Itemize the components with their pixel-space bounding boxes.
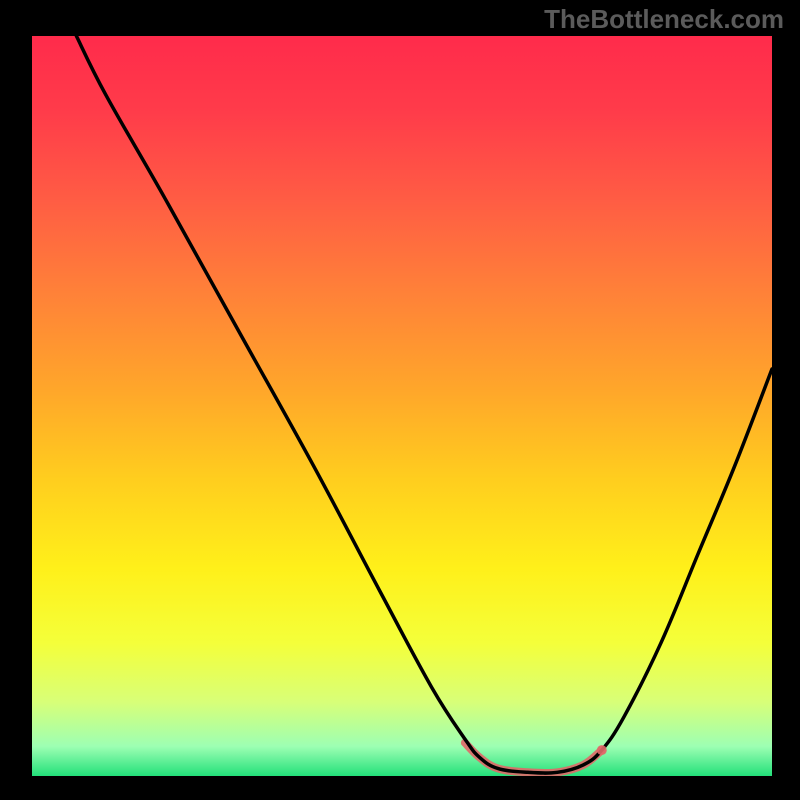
optimal-point-dot bbox=[597, 745, 607, 755]
chart-plot-area bbox=[32, 36, 772, 776]
watermark-text: TheBottleneck.com bbox=[544, 4, 784, 35]
chart-svg bbox=[32, 36, 772, 776]
gradient-background bbox=[32, 36, 772, 776]
